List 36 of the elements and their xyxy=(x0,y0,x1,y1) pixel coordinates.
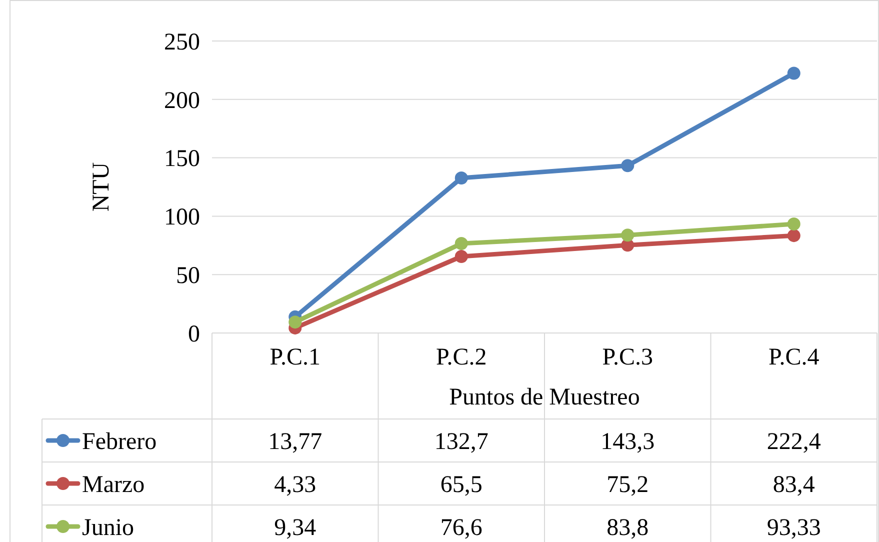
x-tick-label: P.C.4 xyxy=(768,344,820,370)
legend-label: Marzo xyxy=(82,472,145,498)
point xyxy=(454,172,468,185)
data-label: 75,2 xyxy=(606,472,649,498)
data-label: 83,4 xyxy=(772,472,815,498)
point xyxy=(621,228,634,242)
y-axis-title: NTU xyxy=(88,162,114,212)
y-tick-label: 200 xyxy=(164,88,200,114)
point xyxy=(787,229,800,242)
point xyxy=(288,316,302,329)
data-label: 65,5 xyxy=(440,472,482,498)
data-label: 83,8 xyxy=(606,514,649,541)
data-label: 13,77 xyxy=(268,428,322,455)
data-label: 9,34 xyxy=(274,514,316,541)
point xyxy=(454,237,468,250)
y-tick-label: 100 xyxy=(164,204,200,231)
point xyxy=(454,250,468,263)
point xyxy=(621,159,634,172)
data-label: 132,7 xyxy=(434,428,488,455)
legend-label: Febrero xyxy=(82,428,157,455)
legend-label: Junio xyxy=(82,514,134,541)
data-label: 4,33 xyxy=(274,472,316,498)
data-label: 143,3 xyxy=(600,428,655,455)
point xyxy=(787,66,800,80)
x-tick-label: P.C.2 xyxy=(436,344,487,370)
x-axis-title: Puntos de Muestreo xyxy=(449,384,640,410)
data-label: 76,6 xyxy=(440,514,482,541)
y-tick-label: 150 xyxy=(164,146,200,172)
data-label: 222,4 xyxy=(766,428,821,455)
y-tick-label: 50 xyxy=(176,263,200,289)
x-tick-label: P.C.3 xyxy=(602,344,653,370)
point xyxy=(787,217,800,230)
y-tick-label: 250 xyxy=(164,29,200,56)
y-tick-label: 0 xyxy=(188,321,200,348)
data-label: 93,33 xyxy=(766,514,821,541)
x-tick-label: P.C.1 xyxy=(270,344,320,370)
